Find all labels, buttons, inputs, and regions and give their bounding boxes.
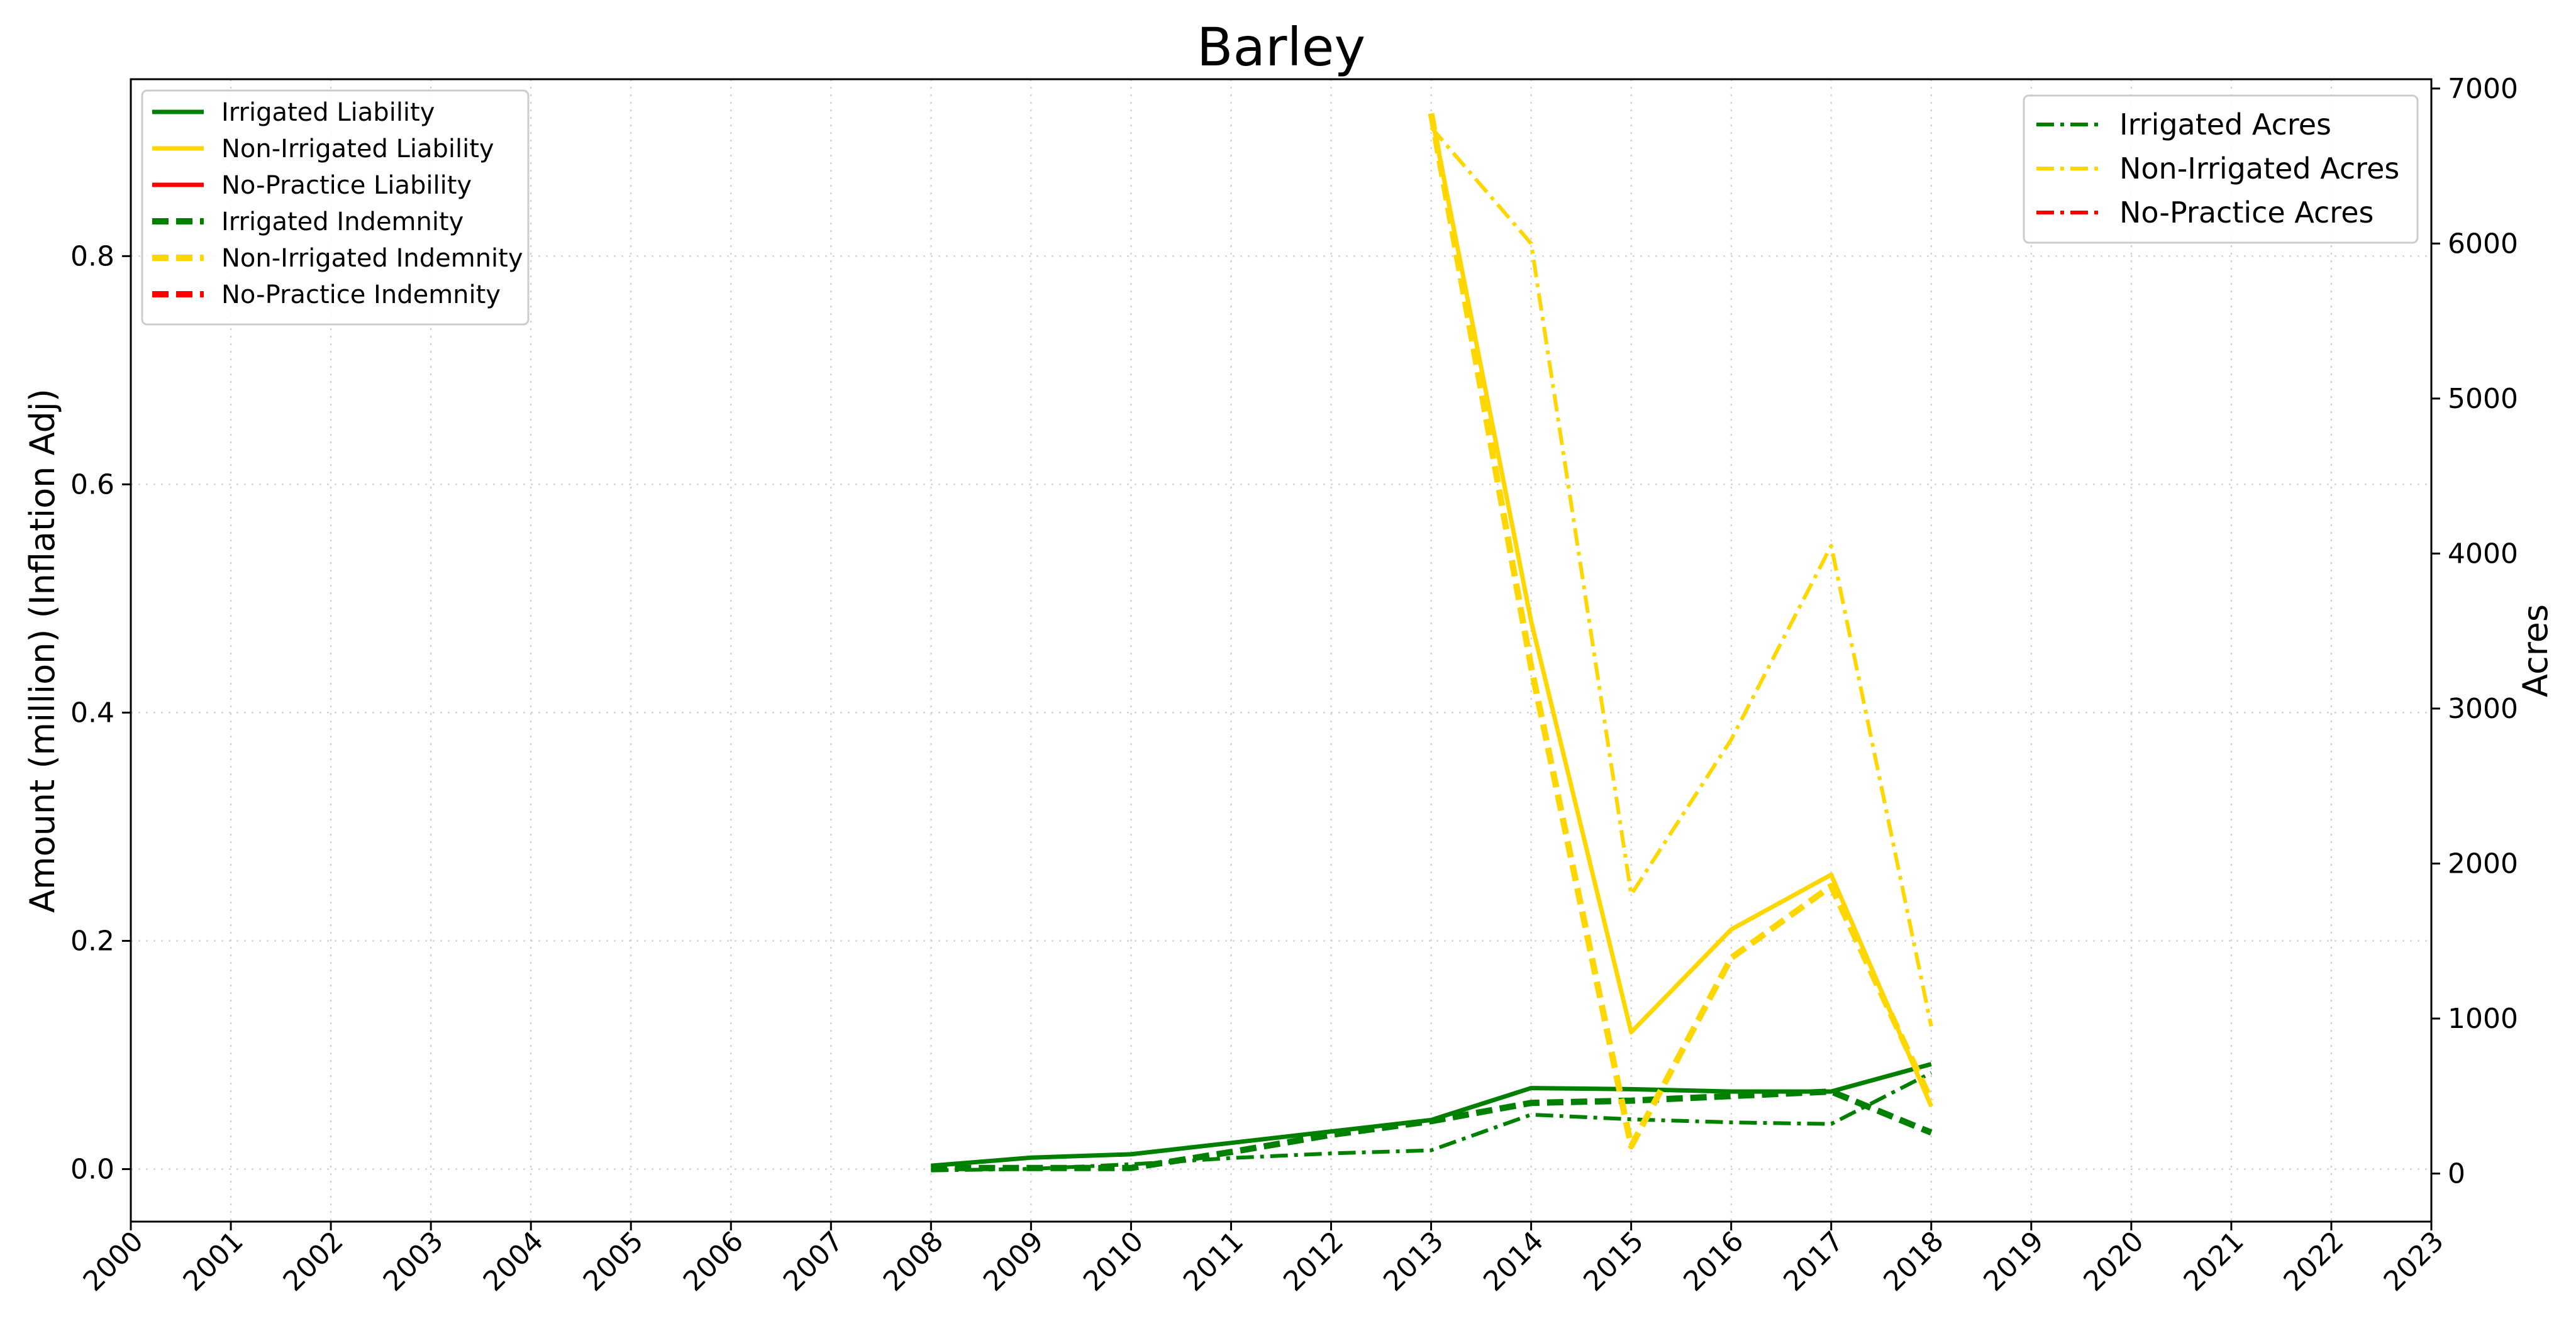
- series-line-non-irrigated-liability: [1429, 113, 1934, 1108]
- legend-right-label: Non-Irrigated Acres: [2119, 152, 2399, 185]
- y-left-tick-label: 0.2: [70, 925, 114, 957]
- y-axis-left-title: Amount (million) (Inflation Adj): [23, 389, 62, 913]
- y-left-tick-label: 0.0: [70, 1154, 114, 1186]
- y-left-tick-label: 0.6: [70, 468, 114, 500]
- legend-right-label: No-Practice Acres: [2119, 196, 2373, 229]
- legend-left-label: No-Practice Liability: [221, 171, 472, 200]
- y-right-tick-label: 1000: [2448, 1003, 2518, 1035]
- y-right-tick-label: 7000: [2448, 73, 2518, 105]
- y-left-tick-label: 0.4: [70, 697, 114, 729]
- series-line-irrigated-indemnity: [931, 1088, 1933, 1171]
- series-line-non-irrigated-acres: [1430, 126, 1933, 1027]
- y-right-tick-label: 6000: [2448, 228, 2518, 260]
- y-right-tick-label: 0: [2448, 1158, 2465, 1190]
- y-axis-right: 0 1000 2000 3000 4000 5000 6000 7000: [2431, 73, 2518, 1190]
- y-right-tick-label: 5000: [2448, 383, 2518, 415]
- y-axis-left: 0.0 0.2 0.4 0.6 0.8: [70, 240, 131, 1186]
- plot-frame: [130, 78, 2433, 1223]
- y-right-tick-label: 3000: [2448, 693, 2518, 725]
- legend-left: Irrigated Liability Non-Irrigated Liabili…: [141, 89, 530, 326]
- y-axis-right-title: Acres: [2516, 604, 2555, 697]
- chart-title: Barley: [1197, 16, 1365, 78]
- y-left-tick-label: 0.8: [70, 240, 114, 272]
- legend-right: Irrigated Acres Non-Irrigated Acres No-Pra…: [2023, 94, 2419, 244]
- y-right-tick-label: 4000: [2448, 538, 2518, 570]
- series-line-irrigated-acres: [931, 1071, 1933, 1173]
- y-right-tick-label: 2000: [2448, 848, 2518, 880]
- series-line-non-irrigated-indemnity: [1428, 113, 1935, 1150]
- legend-left-label: Non-Irrigated Indemnity: [221, 244, 523, 273]
- plot-lines: [931, 113, 1935, 1173]
- legend-right-box: [2023, 94, 2419, 244]
- legend-left-label: Irrigated Liability: [221, 98, 435, 127]
- legend-left-box: [141, 89, 530, 326]
- legend-left-label: No-Practice Indemnity: [221, 280, 501, 309]
- legend-left-label: Irrigated Indemnity: [221, 207, 464, 236]
- legend-right-label: Irrigated Acres: [2119, 108, 2331, 141]
- legend-left-label: Non-Irrigated Liability: [221, 135, 494, 163]
